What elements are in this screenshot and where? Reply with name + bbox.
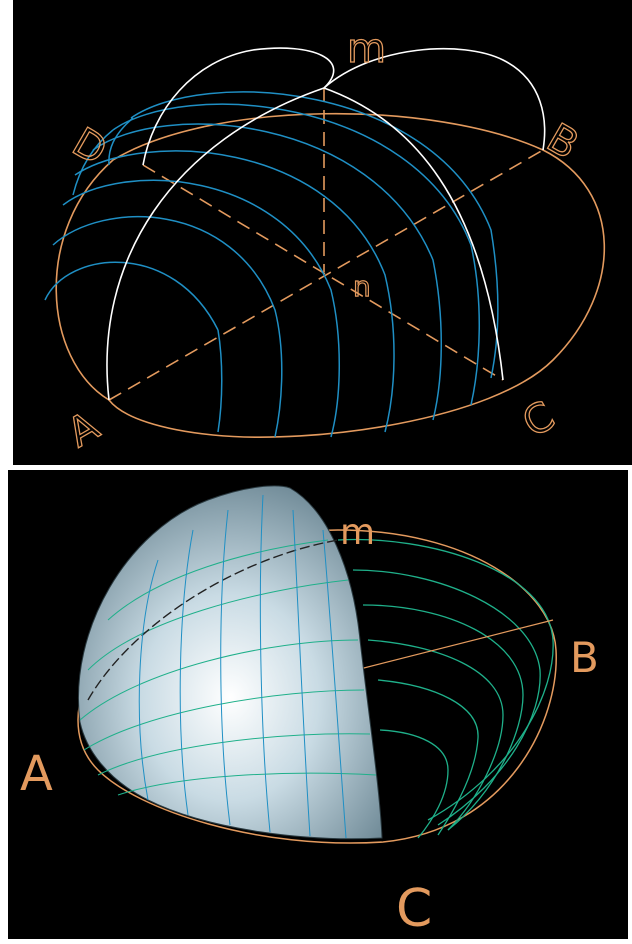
label-m: m <box>340 512 375 553</box>
meridian-arc-1 <box>106 87 504 401</box>
label-m: m <box>347 26 386 72</box>
grid-arc <box>362 604 524 831</box>
surface-meridian <box>322 529 347 839</box>
grid-arcs <box>44 91 499 438</box>
surface-latitude <box>79 639 359 721</box>
surface-meridian <box>220 509 231 826</box>
surface-meridian <box>179 529 194 816</box>
surface-latitude <box>83 689 365 751</box>
bottom-shaded-drawing: m B A C <box>20 485 599 939</box>
grid-arc <box>217 329 223 433</box>
grid-arc <box>44 261 219 331</box>
label-a: A <box>20 746 53 802</box>
label-a: A <box>60 403 107 457</box>
surface-grid <box>79 494 377 839</box>
grid-arc <box>72 129 114 196</box>
label-b: B <box>570 633 599 682</box>
meridian-arc-3 <box>323 48 546 151</box>
axis-a-b <box>108 149 544 401</box>
base-ellipse <box>55 112 606 438</box>
surface-meridian <box>292 509 311 837</box>
grid-arc <box>130 91 499 379</box>
grid-arc <box>62 179 341 438</box>
back-grid-arcs <box>337 538 554 839</box>
label-n: n <box>353 270 371 303</box>
shaded-hemisphere <box>78 485 383 840</box>
surface-meridian <box>138 559 159 801</box>
meridian-arc-2 <box>142 47 335 166</box>
grid-arc <box>108 117 134 166</box>
chord-line <box>355 619 554 671</box>
meridian-arcs <box>106 47 546 401</box>
label-b: B <box>539 115 586 169</box>
grid-arc <box>377 679 479 836</box>
label-c: C <box>515 393 562 447</box>
grid-arc <box>379 729 449 839</box>
grid-arc <box>337 538 554 821</box>
grid-arc <box>52 215 283 438</box>
label-c: C <box>396 879 432 939</box>
grid-arc <box>112 103 481 406</box>
top-wireframe-panel: m n D B A C <box>13 0 632 465</box>
surface-meridian <box>259 494 271 833</box>
surface-latitude <box>107 539 329 621</box>
bottom-shaded-panel: m B A C <box>8 470 628 939</box>
grid-arc <box>74 150 395 433</box>
grid-arc <box>367 639 504 831</box>
surface-latitude <box>87 579 349 671</box>
surface-latitude-dashed <box>87 539 339 701</box>
top-wireframe-drawing: m n D B A C <box>44 25 606 457</box>
grid-arc <box>92 123 443 421</box>
surface-latitude <box>97 733 371 776</box>
